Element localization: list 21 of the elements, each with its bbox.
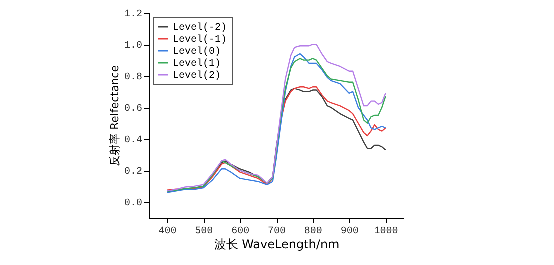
x-tick-label: 900 xyxy=(340,226,359,238)
legend-label: Level(-1) xyxy=(173,34,228,46)
x-axis-title: 波长 WaveLength/nm xyxy=(214,238,340,252)
y-tick-label: 0.8 xyxy=(124,72,142,84)
x-tick-label: 700 xyxy=(268,226,286,238)
x-tick-label: 1000 xyxy=(374,226,398,238)
y-tick-label: 1.2 xyxy=(124,10,142,20)
legend-label: Level(1) xyxy=(173,58,222,70)
y-tick-label: 0.4 xyxy=(124,136,142,147)
y-tick-label: 1.0 xyxy=(124,41,142,52)
legend-label: Level(-2) xyxy=(173,22,228,34)
y-axis-title: 反射率 Relfectance xyxy=(108,65,122,166)
legend-label: Level(0) xyxy=(173,46,222,58)
y-tick-label: 0.2 xyxy=(124,167,142,178)
x-tick-label: 600 xyxy=(232,226,250,238)
x-tick-label: 500 xyxy=(195,226,214,238)
y-tick-label: 0.0 xyxy=(124,198,142,210)
x-tick-label: 400 xyxy=(158,226,177,238)
y-tick-label: 0.6 xyxy=(124,104,142,116)
x-tick-label: 800 xyxy=(304,226,322,238)
legend-label: Level(2) xyxy=(173,70,222,82)
